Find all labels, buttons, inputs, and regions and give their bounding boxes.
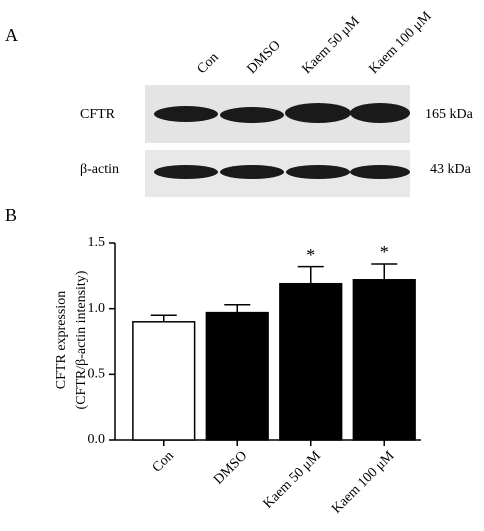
band	[154, 165, 218, 179]
blot-lane-label: Kaem 100 μM	[366, 9, 435, 78]
blot-lane-label: DMSO	[244, 38, 283, 77]
x-tick-label: Kaem 100 μM	[329, 448, 398, 517]
blot-row-label: β-actin	[80, 162, 119, 177]
y-tick-label: 1.5	[88, 235, 106, 250]
bar	[352, 279, 416, 441]
x-tick-label: Kaem 50 μM	[261, 448, 325, 512]
y-tick-label: 0.0	[88, 432, 106, 447]
panel-label: B	[5, 205, 17, 225]
panel-label: A	[5, 25, 18, 45]
y-tick-label: 1.0	[88, 301, 106, 316]
blot-lane-label: Kaem 50 μM	[299, 14, 363, 78]
band	[220, 165, 284, 179]
y-tick-label: 0.5	[88, 367, 106, 382]
band	[154, 106, 218, 122]
bar	[205, 311, 269, 441]
y-axis-label: (CFTR/β-actin intensity)	[74, 270, 89, 409]
band	[350, 165, 410, 179]
bands	[154, 103, 410, 179]
band	[286, 165, 350, 179]
significance-label: *	[380, 242, 389, 262]
x-tick-label: Con	[150, 448, 177, 475]
blot-size-label: 43 kDa	[430, 162, 472, 177]
band	[220, 107, 284, 123]
band	[285, 103, 351, 123]
blot-lane-label: Con	[194, 50, 221, 77]
y-axis-label: CFTR expression	[54, 291, 69, 389]
blot-size-label: 165 kDa	[425, 107, 474, 122]
significance-label: *	[306, 245, 315, 265]
x-tick-label: DMSO	[211, 448, 250, 487]
blot-row-label: CFTR	[80, 107, 116, 122]
band	[350, 103, 410, 123]
bar	[279, 282, 343, 441]
bar	[132, 321, 196, 441]
